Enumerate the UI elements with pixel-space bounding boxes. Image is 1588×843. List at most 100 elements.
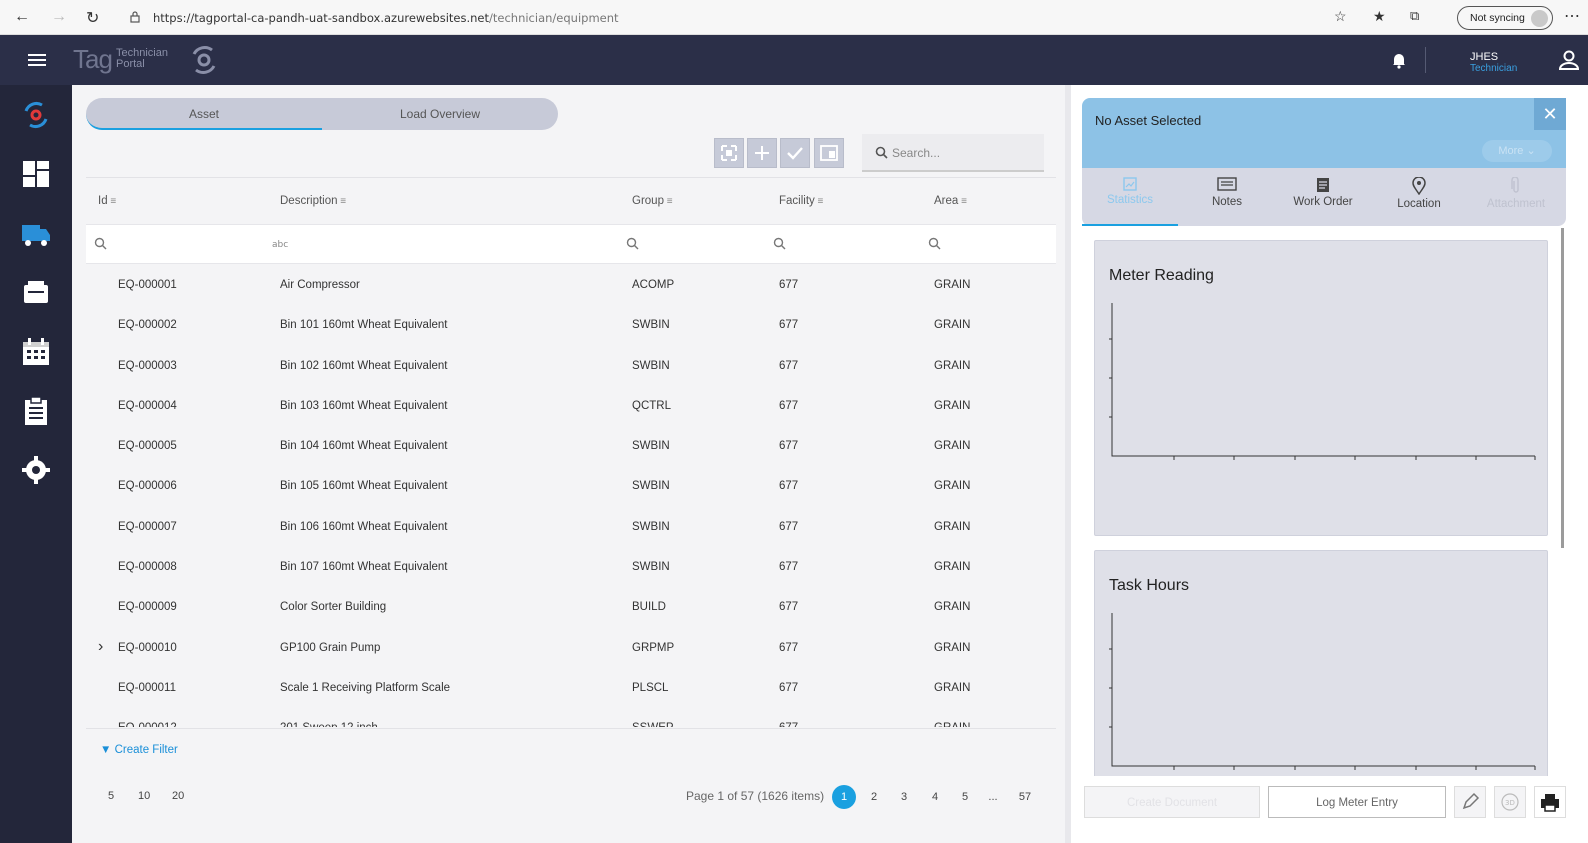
cell-facility: 677 [779, 399, 799, 412]
sidebar-settings-gear-icon[interactable] [20, 454, 52, 486]
cell-id: EQ-000008 [118, 561, 177, 574]
log-meter-entry-button[interactable]: Log Meter Entry [1268, 786, 1446, 818]
cell-group: SWBIN [632, 359, 670, 372]
filter-search-icon[interactable] [773, 237, 786, 250]
cell-description: Air Compressor [280, 279, 360, 291]
cell-area: GRAIN [934, 520, 971, 533]
reload-icon[interactable]: ↻ [86, 10, 100, 27]
address-bar[interactable]: https://tagportal-ca-pandh-uat-sandbox.a… [153, 11, 619, 25]
svg-text:abc: abc [272, 240, 288, 250]
tab-load-overview[interactable]: Load Overview [399, 107, 481, 121]
page-button-1[interactable]: 1 [832, 785, 856, 809]
page-button-57[interactable]: 57 [1018, 791, 1032, 803]
cell-id: EQ-000005 [118, 440, 177, 453]
cell-facility: 677 [779, 601, 799, 614]
pencil-icon [1462, 792, 1480, 810]
sidebar-clipboard-icon[interactable] [20, 395, 52, 427]
column-header-group[interactable]: Group [632, 195, 673, 207]
tab-notes-label: Notes [1211, 196, 1243, 208]
collections-icon[interactable]: ⧉ [1410, 8, 1420, 23]
edit-button[interactable] [1454, 786, 1486, 818]
cell-description: Bin 102 160mt Wheat Equivalent [280, 359, 448, 372]
table-row[interactable]: EQ-000012 201 Sweep 12 inch SSWEP 677 GRAIN [86, 708, 1056, 727]
task-hours-title: Task Hours [1109, 577, 1190, 594]
table-row[interactable]: EQ-000003 Bin 102 160mt Wheat Equivalent S… [86, 346, 1056, 386]
tab-location[interactable]: Location [1371, 168, 1467, 226]
grid-header: Id Description Group Facility Area [86, 177, 1056, 223]
user-profile-icon[interactable] [1558, 49, 1580, 71]
tab-statistics[interactable]: Statistics [1082, 168, 1178, 226]
table-row[interactable]: EQ-000008 Bin 107 160mt Wheat Equivalent S… [86, 547, 1056, 587]
paperclip-icon [1511, 177, 1519, 193]
page-size-10[interactable]: 10 [138, 790, 151, 802]
table-row[interactable]: EQ-000006 Bin 105 160mt Wheat Equivalent S… [86, 466, 1056, 506]
scan-qr-button[interactable] [714, 138, 744, 168]
detail-panel-scrollbar[interactable] [1561, 228, 1564, 548]
table-row[interactable]: EQ-000011 Scale 1 Receiving Platform Scal… [86, 668, 1056, 708]
hamburger-menu-icon[interactable] [28, 54, 46, 66]
page-size-20[interactable]: 20 [172, 790, 185, 802]
table-row[interactable]: EQ-000001 Air Compressor ACOMP 677 GRAIN [86, 265, 1056, 305]
sync-label: Not syncing [1470, 12, 1525, 24]
forward-arrow-icon[interactable]: → [51, 8, 67, 25]
filter-search-icon[interactable] [626, 237, 639, 250]
table-row[interactable]: › EQ-000010 GP100 Grain Pump GRPMP 677 GRAIN [86, 628, 1056, 668]
table-row[interactable]: EQ-000002 Bin 101 160mt Wheat Equivalent S… [86, 305, 1056, 345]
notification-bell-icon[interactable] [1390, 51, 1408, 69]
page-button-2[interactable]: 2 [870, 791, 878, 803]
tab-attachment[interactable]: Attachment [1468, 168, 1564, 226]
column-header-area[interactable]: Area [934, 195, 967, 207]
back-arrow-icon[interactable]: ← [14, 8, 30, 25]
filter-search-icon[interactable] [928, 237, 941, 250]
column-header-id[interactable]: Id [98, 195, 116, 207]
cell-facility: 677 [779, 319, 799, 332]
sidebar-calendar-icon[interactable] [20, 336, 52, 368]
page-button-5[interactable]: 5 [961, 791, 969, 803]
confirm-button[interactable] [780, 138, 810, 168]
more-menu-icon[interactable]: ⋯ [1564, 8, 1580, 25]
add-asset-button[interactable] [747, 138, 777, 168]
sidebar-dashboard-icon[interactable] [20, 158, 52, 190]
page-button-3[interactable]: 3 [900, 791, 908, 803]
more-dropdown-button[interactable]: More ⌄ [1482, 140, 1552, 162]
tab-notes[interactable]: Notes [1179, 168, 1275, 226]
cell-id: EQ-000006 [118, 480, 177, 493]
create-document-button[interactable]: Create Document [1084, 786, 1260, 818]
tab-asset[interactable]: Asset [86, 98, 322, 130]
tab-location-label: Location [1397, 198, 1441, 210]
cell-area: GRAIN [934, 399, 971, 412]
print-button[interactable] [1534, 786, 1566, 818]
app-header: Tag Technician Portal JHES Technician [0, 35, 1588, 85]
panel-splitter[interactable] [1065, 85, 1071, 843]
grid-footer-divider [86, 728, 1056, 729]
filter-search-icon[interactable] [94, 237, 107, 250]
create-filter-link[interactable]: ▼ Create Filter [100, 744, 178, 756]
table-row[interactable]: EQ-000007 Bin 106 160mt Wheat Equivalent S… [86, 507, 1056, 547]
header-divider [1425, 47, 1426, 73]
column-header-description[interactable]: Description [280, 195, 346, 207]
table-row[interactable]: EQ-000005 Bin 104 160mt Wheat Equivalent S… [86, 426, 1056, 466]
favorite-add-icon[interactable]: ☆ [1334, 8, 1347, 24]
table-row[interactable]: EQ-000009 Color Sorter Building BUILD 677 GR… [86, 587, 1056, 627]
svg-text:3D: 3D [1505, 799, 1515, 807]
sidebar [0, 85, 72, 843]
asset-table-body: EQ-000001 Air Compressor ACOMP 677 GRAIN EQ-0… [86, 265, 1056, 727]
page-button-4[interactable]: 4 [931, 791, 939, 803]
tab-work-order[interactable]: Work Order [1275, 168, 1371, 226]
sidebar-home-logo-icon[interactable] [20, 99, 52, 131]
page-size-5[interactable]: 5 [108, 790, 115, 802]
search-input[interactable]: Search... [862, 134, 1044, 172]
column-header-facility[interactable]: Facility [779, 195, 823, 207]
sidebar-inbox-icon[interactable] [20, 277, 52, 309]
filter-text-icon[interactable]: abc [272, 237, 288, 250]
table-row[interactable]: EQ-000004 Bin 103 160mt Wheat Equivalent Q… [86, 386, 1056, 426]
expand-chevron-icon[interactable]: › [98, 637, 104, 655]
view-3d-button[interactable]: 3D [1494, 786, 1526, 818]
sync-status-button[interactable]: Not syncing [1457, 6, 1553, 30]
lock-icon[interactable] [130, 11, 140, 23]
favorites-icon[interactable]: ★ [1373, 8, 1386, 24]
sidebar-equipment-icon[interactable] [20, 217, 52, 249]
close-icon[interactable]: ✕ [1534, 98, 1566, 130]
panel-layout-icon [820, 145, 838, 161]
layout-button[interactable] [814, 138, 844, 168]
